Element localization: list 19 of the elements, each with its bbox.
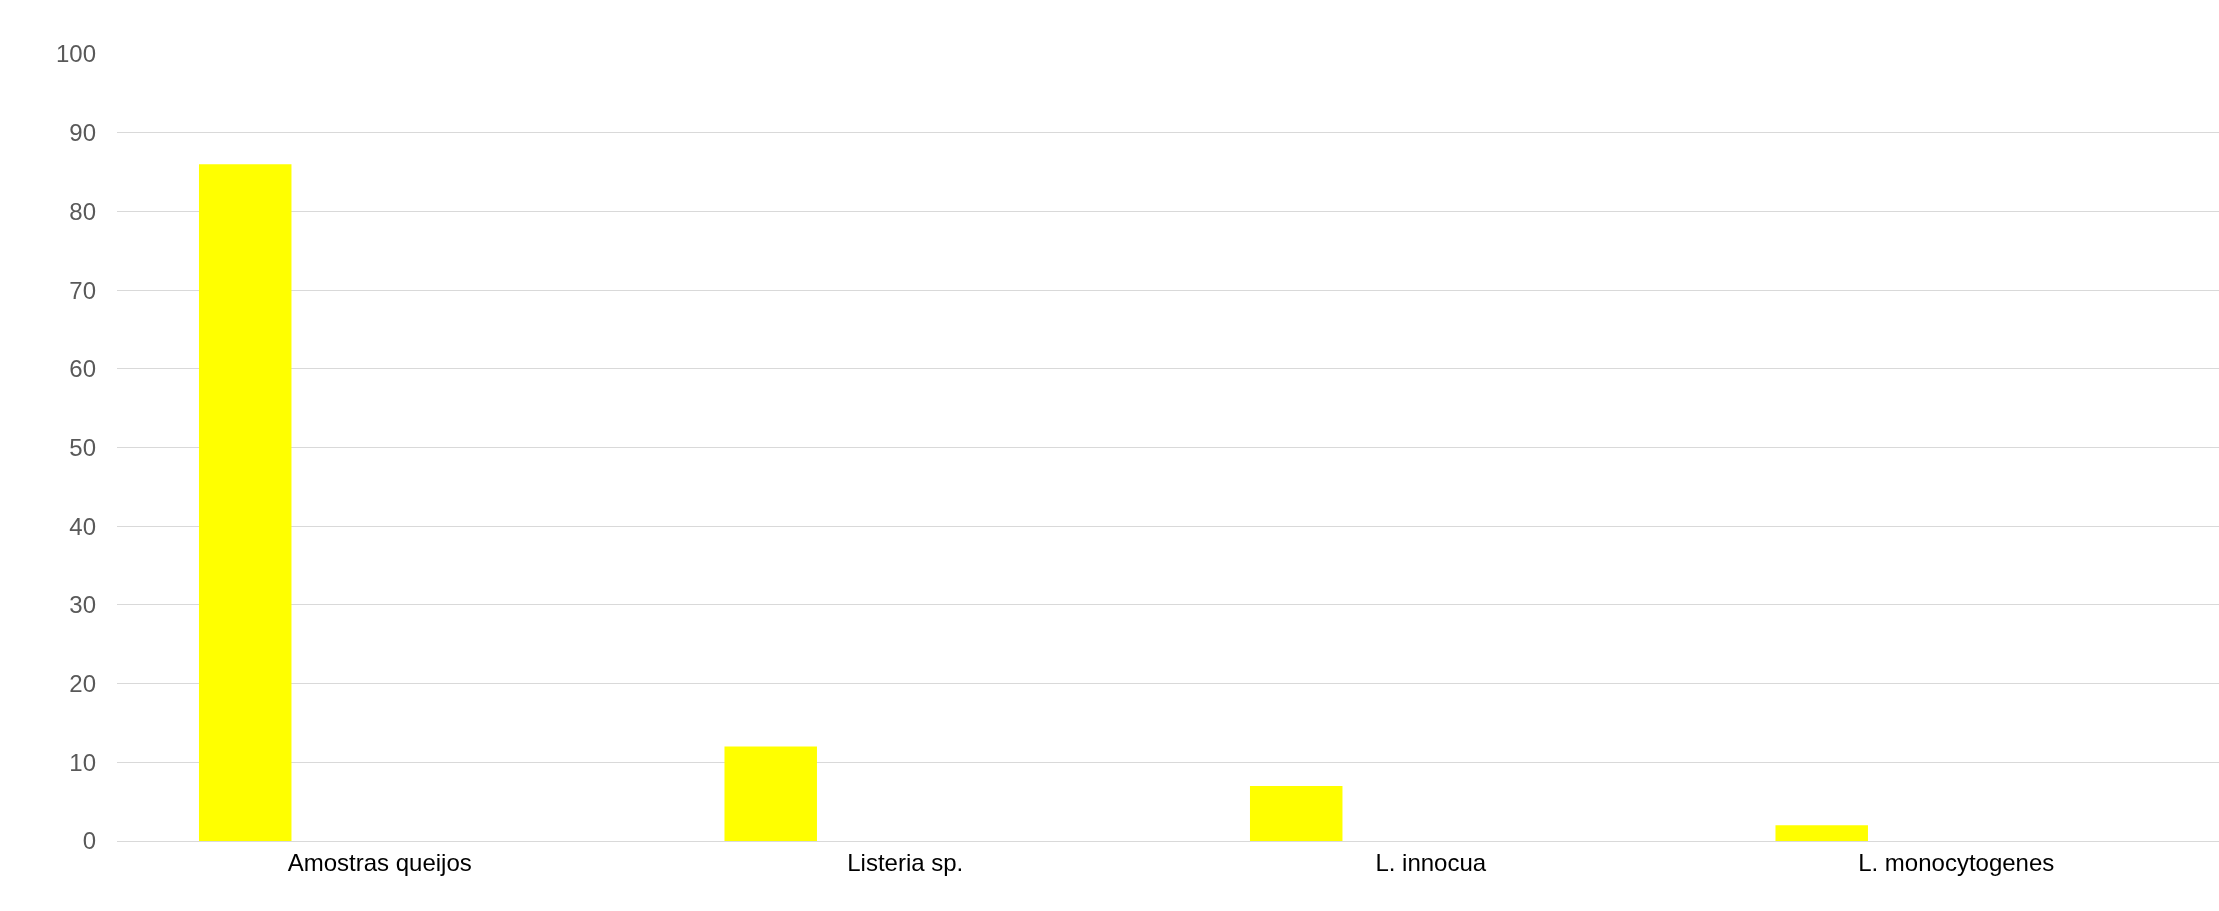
y-tick-label: 30 xyxy=(69,591,96,619)
y-tick-label: 100 xyxy=(55,40,96,68)
bar xyxy=(198,164,292,841)
bar xyxy=(724,746,817,841)
y-tick-label: 70 xyxy=(69,276,96,304)
y-tick-label: 10 xyxy=(69,748,96,776)
y-tick-label: 60 xyxy=(69,355,96,383)
bar xyxy=(1249,785,1343,841)
x-tick-label: Amostras queijos xyxy=(287,848,472,876)
y-tick-label: 40 xyxy=(69,512,96,540)
y-tick-label: 80 xyxy=(69,197,96,225)
y-tick-label: 90 xyxy=(69,119,96,147)
x-tick-label: L. innocua xyxy=(1375,848,1487,876)
y-tick-label: 20 xyxy=(69,670,96,697)
bar xyxy=(1775,825,1868,841)
x-tick-label: L. monocytogenes xyxy=(1858,848,2055,876)
y-tick-label: 0 xyxy=(82,827,96,855)
x-tick-label: Listeria sp. xyxy=(847,848,964,876)
y-tick-label: 50 xyxy=(69,433,96,461)
